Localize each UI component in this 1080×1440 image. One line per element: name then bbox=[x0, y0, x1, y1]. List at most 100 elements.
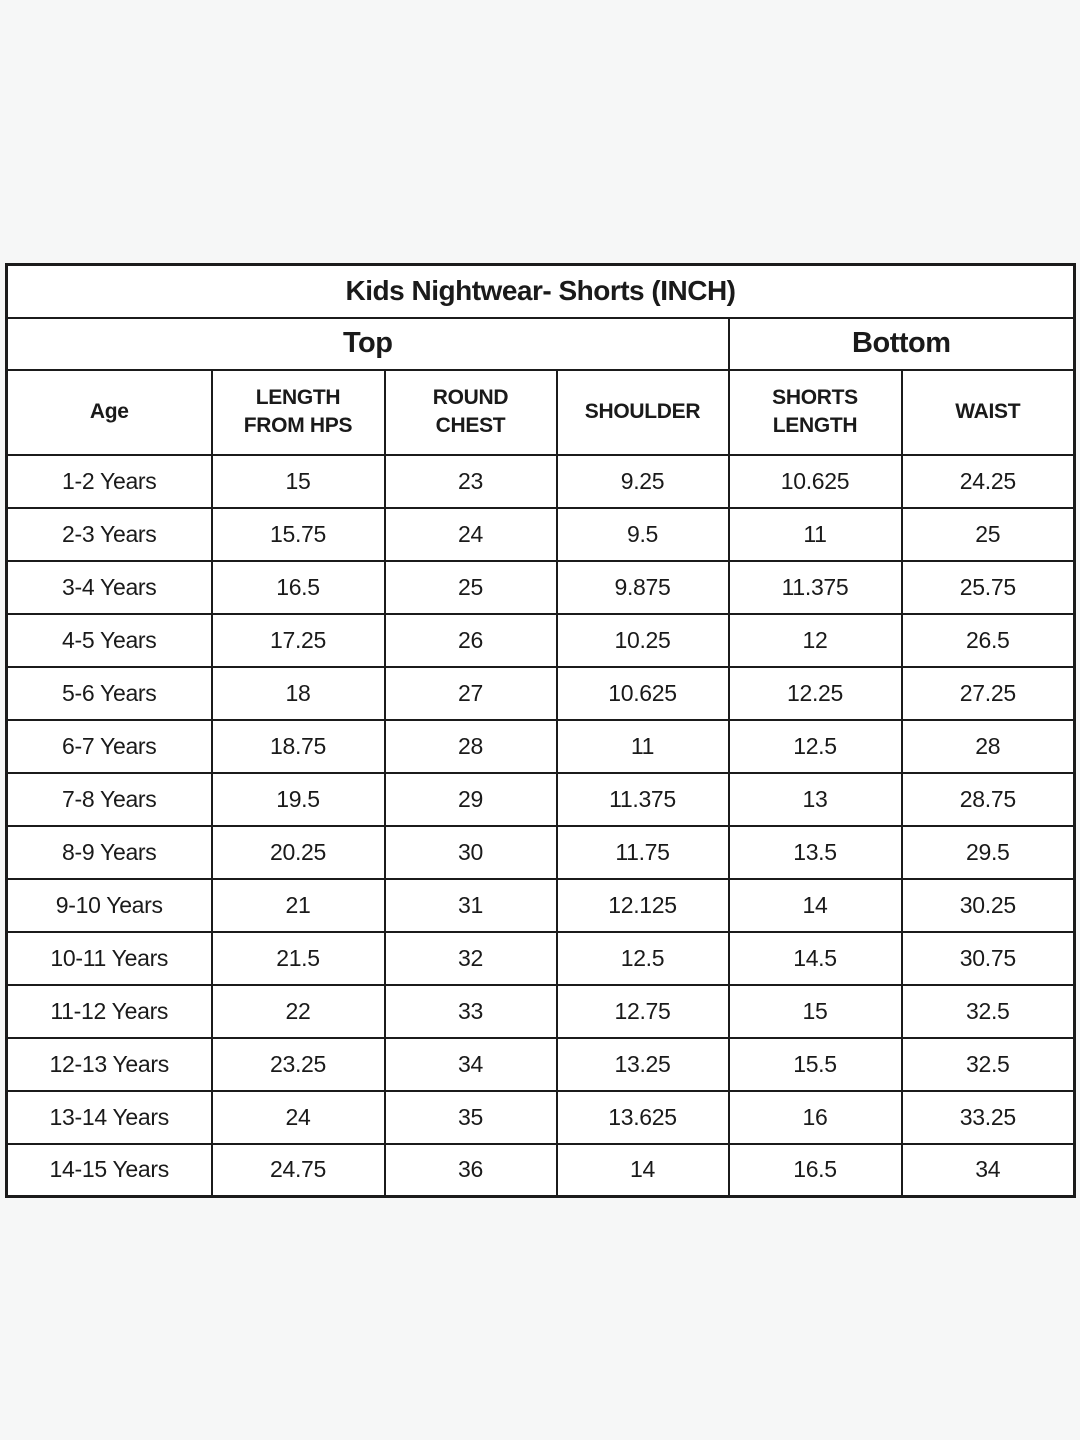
table-row: 5-6 Years 18 27 10.625 12.25 27.25 bbox=[5, 665, 1076, 721]
cell-waist: 30.75 bbox=[900, 930, 1076, 986]
cell-shoulder: 12.75 bbox=[555, 983, 730, 1039]
cell-age: 3-4 Years bbox=[5, 559, 213, 615]
cell-round-chest: 36 bbox=[383, 1142, 558, 1198]
table-row: 13-14 Years 24 35 13.625 16 33.25 bbox=[5, 1089, 1076, 1145]
cell-age: 1-2 Years bbox=[5, 453, 213, 509]
group-header-row: Top Bottom bbox=[5, 316, 1076, 371]
cell-round-chest: 33 bbox=[383, 983, 558, 1039]
cell-length-from-hps: 15 bbox=[210, 453, 386, 509]
table-row: 7-8 Years 19.5 29 11.375 13 28.75 bbox=[5, 771, 1076, 827]
cell-age: 10-11 Years bbox=[5, 930, 213, 986]
cell-age: 8-9 Years bbox=[5, 824, 213, 880]
cell-shorts-length: 12.5 bbox=[727, 718, 903, 774]
table-row: 10-11 Years 21.5 32 12.5 14.5 30.75 bbox=[5, 930, 1076, 986]
cell-waist: 32.5 bbox=[900, 1036, 1076, 1092]
cell-shorts-length: 10.625 bbox=[727, 453, 903, 509]
table-head: Kids Nightwear- Shorts (INCH) Top Bottom… bbox=[5, 263, 1076, 456]
cell-length-from-hps: 24.75 bbox=[210, 1142, 386, 1198]
cell-round-chest: 32 bbox=[383, 930, 558, 986]
cell-waist: 32.5 bbox=[900, 983, 1076, 1039]
cell-length-from-hps: 22 bbox=[210, 983, 386, 1039]
cell-waist: 34 bbox=[900, 1142, 1076, 1198]
cell-length-from-hps: 21 bbox=[210, 877, 386, 933]
cell-age: 14-15 Years bbox=[5, 1142, 213, 1198]
table-row: 11-12 Years 22 33 12.75 15 32.5 bbox=[5, 983, 1076, 1039]
cell-waist: 28.75 bbox=[900, 771, 1076, 827]
title-row: Kids Nightwear- Shorts (INCH) bbox=[5, 263, 1076, 319]
cell-shoulder: 12.125 bbox=[555, 877, 730, 933]
cell-length-from-hps: 24 bbox=[210, 1089, 386, 1145]
cell-shoulder: 13.25 bbox=[555, 1036, 730, 1092]
cell-shorts-length: 16 bbox=[727, 1089, 903, 1145]
cell-waist: 30.25 bbox=[900, 877, 1076, 933]
cell-shoulder: 11 bbox=[555, 718, 730, 774]
cell-shoulder: 9.5 bbox=[555, 506, 730, 562]
cell-shorts-length: 11.375 bbox=[727, 559, 903, 615]
cell-round-chest: 34 bbox=[383, 1036, 558, 1092]
column-header-length-from-hps: LENGTH FROM HPS bbox=[210, 368, 386, 456]
cell-shorts-length: 12.25 bbox=[727, 665, 903, 721]
group-header-bottom: Bottom bbox=[727, 316, 1076, 371]
cell-waist: 29.5 bbox=[900, 824, 1076, 880]
cell-waist: 28 bbox=[900, 718, 1076, 774]
cell-waist: 33.25 bbox=[900, 1089, 1076, 1145]
cell-age: 5-6 Years bbox=[5, 665, 213, 721]
cell-shorts-length: 15.5 bbox=[727, 1036, 903, 1092]
cell-shorts-length: 15 bbox=[727, 983, 903, 1039]
cell-length-from-hps: 18.75 bbox=[210, 718, 386, 774]
cell-age: 9-10 Years bbox=[5, 877, 213, 933]
table-row: 9-10 Years 21 31 12.125 14 30.25 bbox=[5, 877, 1076, 933]
cell-length-from-hps: 21.5 bbox=[210, 930, 386, 986]
cell-length-from-hps: 16.5 bbox=[210, 559, 386, 615]
table-row: 14-15 Years 24.75 36 14 16.5 34 bbox=[5, 1142, 1076, 1198]
cell-age: 11-12 Years bbox=[5, 983, 213, 1039]
column-header-age: Age bbox=[5, 368, 213, 456]
table-row: 6-7 Years 18.75 28 11 12.5 28 bbox=[5, 718, 1076, 774]
cell-age: 12-13 Years bbox=[5, 1036, 213, 1092]
cell-shoulder: 11.375 bbox=[555, 771, 730, 827]
table-row: 4-5 Years 17.25 26 10.25 12 26.5 bbox=[5, 612, 1076, 668]
cell-round-chest: 27 bbox=[383, 665, 558, 721]
cell-round-chest: 29 bbox=[383, 771, 558, 827]
size-chart-table: Kids Nightwear- Shorts (INCH) Top Bottom… bbox=[5, 263, 1077, 1198]
cell-shorts-length: 13 bbox=[727, 771, 903, 827]
table-row: 12-13 Years 23.25 34 13.25 15.5 32.5 bbox=[5, 1036, 1076, 1092]
group-header-top: Top bbox=[5, 316, 730, 371]
cell-shoulder: 12.5 bbox=[555, 930, 730, 986]
cell-shorts-length: 11 bbox=[727, 506, 903, 562]
cell-waist: 26.5 bbox=[900, 612, 1076, 668]
cell-shorts-length: 13.5 bbox=[727, 824, 903, 880]
cell-round-chest: 26 bbox=[383, 612, 558, 668]
cell-waist: 25.75 bbox=[900, 559, 1076, 615]
cell-shorts-length: 14.5 bbox=[727, 930, 903, 986]
column-header-round-chest: ROUND CHEST bbox=[383, 368, 558, 456]
cell-waist: 25 bbox=[900, 506, 1076, 562]
table-row: 3-4 Years 16.5 25 9.875 11.375 25.75 bbox=[5, 559, 1076, 615]
table-row: 1-2 Years 15 23 9.25 10.625 24.25 bbox=[5, 453, 1076, 509]
cell-round-chest: 31 bbox=[383, 877, 558, 933]
cell-round-chest: 24 bbox=[383, 506, 558, 562]
cell-length-from-hps: 23.25 bbox=[210, 1036, 386, 1092]
table-row: 8-9 Years 20.25 30 11.75 13.5 29.5 bbox=[5, 824, 1076, 880]
cell-round-chest: 35 bbox=[383, 1089, 558, 1145]
cell-shoulder: 14 bbox=[555, 1142, 730, 1198]
column-header-row: Age LENGTH FROM HPS ROUND CHEST SHOULDER… bbox=[5, 368, 1076, 456]
column-header-shorts-length: SHORTS LENGTH bbox=[727, 368, 903, 456]
cell-waist: 27.25 bbox=[900, 665, 1076, 721]
cell-age: 4-5 Years bbox=[5, 612, 213, 668]
cell-age: 13-14 Years bbox=[5, 1089, 213, 1145]
cell-round-chest: 28 bbox=[383, 718, 558, 774]
cell-length-from-hps: 17.25 bbox=[210, 612, 386, 668]
cell-age: 2-3 Years bbox=[5, 506, 213, 562]
cell-length-from-hps: 15.75 bbox=[210, 506, 386, 562]
cell-shorts-length: 12 bbox=[727, 612, 903, 668]
cell-shoulder: 11.75 bbox=[555, 824, 730, 880]
table-body: 1-2 Years 15 23 9.25 10.625 24.25 2-3 Years 15.… bbox=[5, 453, 1076, 1198]
cell-shoulder: 9.875 bbox=[555, 559, 730, 615]
cell-shorts-length: 14 bbox=[727, 877, 903, 933]
cell-shoulder: 13.625 bbox=[555, 1089, 730, 1145]
column-header-waist: WAIST bbox=[900, 368, 1076, 456]
cell-length-from-hps: 18 bbox=[210, 665, 386, 721]
cell-age: 7-8 Years bbox=[5, 771, 213, 827]
cell-shoulder: 10.25 bbox=[555, 612, 730, 668]
